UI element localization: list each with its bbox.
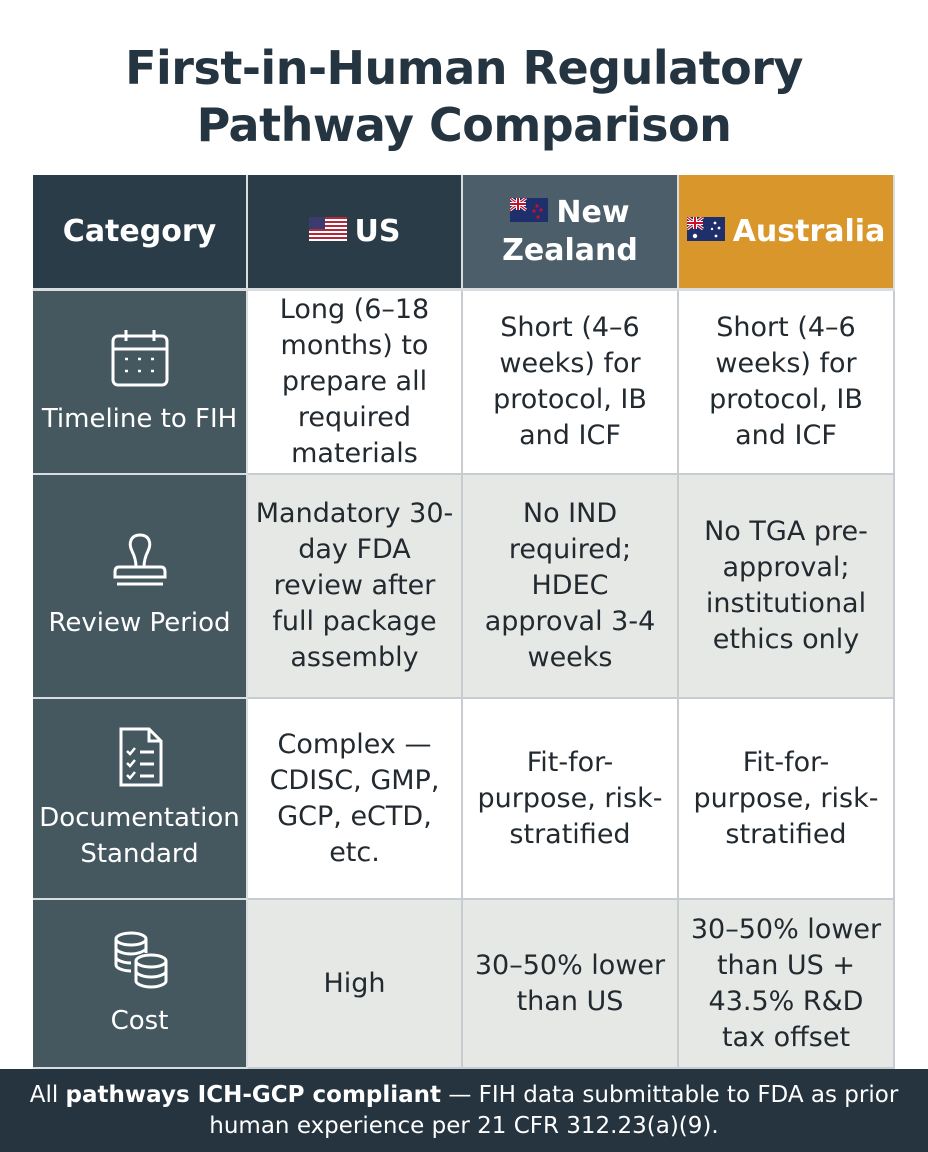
cell-documentation-nz: Fit-for-purpose, risk-stratified (463, 699, 679, 900)
cell-review-us: Mandatory 30-day FDA review after full p… (248, 475, 463, 699)
cell-cost-us: High (248, 900, 463, 1069)
stamp-icon (113, 533, 166, 586)
category-documentation: Documentation Standard (33, 699, 248, 900)
header-category: Category (33, 175, 248, 291)
category-label: Documentation Standard (39, 802, 240, 869)
cell-text: Long (6–18 months) to prepare all requir… (279, 294, 430, 469)
category-cost: Cost (33, 900, 248, 1069)
new-zealand-flag-icon (510, 198, 549, 222)
header-us: US (248, 175, 463, 291)
page-title: First-in-Human Regulatory Pathway Compar… (0, 40, 928, 154)
title-line-2: Pathway Comparison (196, 98, 732, 152)
cell-documentation-us: Complex — CDISC, GMP, GCP, eCTD, etc. (248, 699, 463, 900)
header-nz: New Zealand (463, 175, 679, 291)
header-category-label: Category (62, 213, 217, 249)
cell-text: Complex — CDISC, GMP, GCP, eCTD, etc. (269, 728, 440, 868)
cell-text: No TGA pre-approval; institutional ethic… (704, 516, 868, 655)
cell-cost-nz: 30–50% lower than US (463, 900, 679, 1069)
cell-text: No IND required; HDEC approval 3-4 weeks (484, 498, 656, 673)
category-review-period: Review Period (33, 475, 248, 699)
cell-timeline-nz: Short (4–6 weeks) for protocol, IB and I… (463, 291, 679, 475)
footer-suffix: — FIH data submittable to FDA as prior h… (209, 1082, 899, 1139)
comparison-table: Category US New Zea (33, 175, 895, 1069)
cell-text: High (323, 967, 386, 999)
cell-text: Fit-for-purpose, risk-stratified (477, 746, 663, 850)
us-flag-icon (308, 216, 347, 241)
cell-cost-au: 30–50% lower than US + 43.5% R&D tax off… (679, 900, 895, 1069)
title-line-1: First-in-Human Regulatory (125, 41, 803, 95)
checklist-document-icon (119, 727, 162, 786)
header-au: Australia (679, 175, 895, 291)
australia-flag-icon (686, 216, 725, 241)
header-au-label: Australia (732, 213, 886, 249)
coins-icon (114, 931, 167, 989)
category-label: Cost (110, 1005, 169, 1036)
footer-bold: pathways ICH-GCP compliant (65, 1082, 442, 1108)
cell-text: 30–50% lower than US (474, 949, 666, 1017)
cell-documentation-au: Fit-for-purpose, risk-stratified (679, 699, 895, 900)
cell-text: Short (4–6 weeks) for protocol, IB and I… (709, 312, 863, 451)
cell-text: Mandatory 30-day FDA review after full p… (255, 498, 454, 673)
category-label: Timeline to FIH (41, 404, 238, 434)
header-nz-label: New Zealand (502, 194, 638, 268)
cell-text: Short (4–6 weeks) for protocol, IB and I… (493, 312, 647, 451)
footer-note: All pathways ICH-GCP compliant — FIH dat… (0, 1069, 928, 1152)
category-timeline: Timeline to FIH (33, 291, 248, 475)
cell-text: 30–50% lower than US + 43.5% R&D tax off… (690, 913, 882, 1053)
header-us-label: US (354, 213, 401, 249)
cell-timeline-au: Short (4–6 weeks) for protocol, IB and I… (679, 291, 895, 475)
cell-text: Fit-for-purpose, risk-stratified (693, 746, 879, 850)
footer-prefix: All (29, 1082, 66, 1108)
category-label: Review Period (48, 608, 231, 638)
cell-review-au: No TGA pre-approval; institutional ethic… (679, 475, 895, 699)
cell-timeline-us: Long (6–18 months) to prepare all requir… (248, 291, 463, 475)
calendar-icon (111, 330, 168, 387)
cell-review-nz: No IND required; HDEC approval 3-4 weeks (463, 475, 679, 699)
